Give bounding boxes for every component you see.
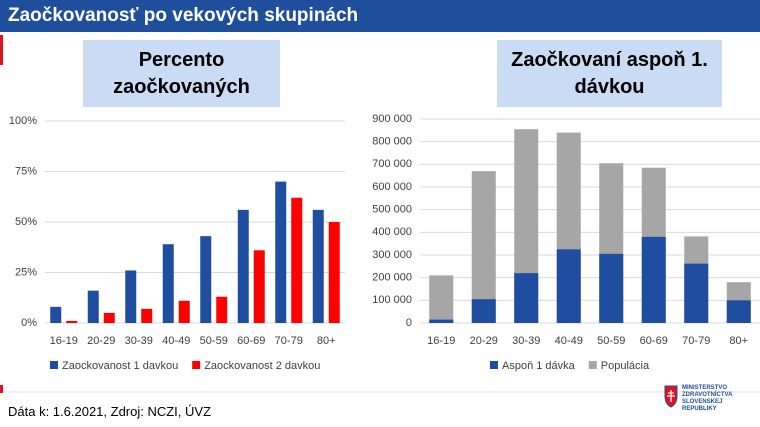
- bar: [291, 197, 303, 323]
- header-title: Zaočkovanosť po vekových skupinách: [0, 0, 760, 32]
- legend-label: Zaockovanost 1 davkou: [62, 360, 178, 372]
- accent: [0, 385, 3, 393]
- x-tick-label: 20-29: [470, 335, 498, 347]
- y-tick-label: 400 000: [372, 226, 412, 238]
- legend-label: Zaockovanost 2 davkou: [204, 360, 320, 372]
- y-tick-label: 500 000: [372, 204, 412, 216]
- bar: [178, 300, 190, 323]
- bar: [50, 306, 62, 323]
- y-tick-label: 0%: [21, 317, 37, 329]
- bar: [726, 300, 751, 323]
- y-tick-label: 200 000: [372, 272, 412, 284]
- footer-source: Dáta k: 1.6.2021, Zdroj: NCZI, ÚVZ: [8, 404, 212, 419]
- bar: [275, 181, 287, 323]
- x-tick-label: 20-29: [87, 335, 115, 347]
- bar: [599, 253, 624, 323]
- bar: [429, 319, 454, 323]
- bar: [684, 263, 709, 323]
- y-tick-label: 300 000: [372, 249, 412, 261]
- chart-title: Zaočkovaní aspoň 1. dávkou: [497, 40, 722, 107]
- bar: [237, 209, 249, 323]
- y-tick-label: 75%: [15, 165, 37, 177]
- x-tick-label: 70-79: [682, 335, 710, 347]
- legend-swatch: [588, 361, 597, 369]
- x-tick-label: 70-79: [275, 335, 303, 347]
- legend-label: Aspoň 1 dávka: [502, 360, 576, 372]
- legend-swatch: [50, 361, 58, 369]
- x-tick-label: 40-49: [162, 335, 190, 347]
- bar: [87, 290, 99, 323]
- y-tick-label: 25%: [15, 266, 37, 278]
- logo-text: MINISTERSTVO ZDRAVOTNÍCTVA SLOVENSKEJ RE…: [682, 385, 733, 412]
- y-tick-label: 100%: [9, 115, 37, 127]
- bar: [253, 250, 265, 323]
- bar: [162, 244, 174, 323]
- x-tick-label: 40-49: [555, 335, 583, 347]
- legend-swatch: [490, 361, 498, 369]
- bar: [216, 296, 228, 323]
- accent: [0, 35, 3, 65]
- chart-title: Percento zaočkovaných: [83, 40, 280, 107]
- bar: [514, 273, 539, 323]
- x-tick-label: 30-39: [512, 335, 540, 347]
- bar: [641, 236, 666, 323]
- legend-label: Populácia: [601, 360, 650, 372]
- x-tick-label: 16-19: [427, 335, 455, 347]
- bar: [429, 275, 454, 323]
- logo-cross: [667, 390, 675, 402]
- y-tick-label: 50%: [15, 216, 37, 228]
- y-tick-label: 600 000: [372, 181, 412, 193]
- x-tick-label: 50-59: [200, 335, 228, 347]
- x-tick-label: 80+: [317, 335, 336, 347]
- bar: [471, 299, 496, 323]
- y-tick-label: 800 000: [372, 136, 412, 148]
- x-tick-label: 50-59: [597, 335, 625, 347]
- x-tick-label: 80+: [729, 335, 748, 347]
- x-tick-label: 60-69: [237, 335, 265, 347]
- bar: [328, 222, 340, 323]
- bar: [556, 249, 581, 323]
- x-tick-label: 16-19: [50, 335, 78, 347]
- y-tick-label: 900 000: [372, 113, 412, 125]
- y-tick-label: 700 000: [372, 158, 412, 170]
- y-tick-label: 0: [406, 317, 412, 329]
- x-tick-label: 30-39: [125, 335, 153, 347]
- legend-swatch: [192, 361, 201, 369]
- bar: [200, 236, 212, 323]
- x-tick-label: 60-69: [640, 335, 668, 347]
- bar: [312, 209, 324, 323]
- bar: [125, 270, 137, 323]
- y-tick-label: 100 000: [372, 294, 412, 306]
- bar: [103, 312, 115, 323]
- bar: [66, 320, 78, 323]
- bar: [471, 171, 496, 323]
- bar: [141, 308, 153, 323]
